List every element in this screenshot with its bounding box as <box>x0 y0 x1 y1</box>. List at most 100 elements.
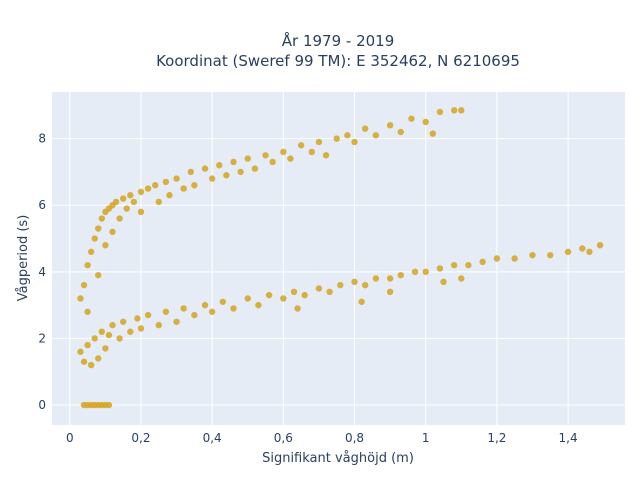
scatter-point <box>109 228 116 236</box>
scatter-point <box>230 158 237 166</box>
scatter-point <box>344 132 351 139</box>
scatter-point <box>119 318 127 325</box>
scatter-point <box>294 305 301 312</box>
y-tick-label: 8 <box>38 132 46 146</box>
scatter-point <box>397 128 404 136</box>
scatter-point <box>155 321 162 329</box>
scatter-point <box>315 285 323 292</box>
scatter-point <box>95 225 102 232</box>
scatter-point <box>134 315 141 322</box>
scatter-point <box>397 271 404 279</box>
scatter-point <box>436 265 444 272</box>
scatter-point <box>130 198 138 206</box>
scatter-point <box>351 138 358 146</box>
scatter-point <box>386 288 394 295</box>
scatter-point <box>351 278 358 286</box>
x-tick-label: 0,6 <box>274 431 293 445</box>
scatter-point <box>98 215 106 222</box>
scatter-point <box>187 168 195 176</box>
scatter-point <box>180 305 187 312</box>
scatter-point <box>372 132 380 139</box>
scatter-point <box>84 308 91 315</box>
scatter-point <box>127 192 134 199</box>
scatter-point <box>337 281 344 289</box>
scatter-point <box>287 155 294 162</box>
scatter-point <box>244 295 251 302</box>
scatter-point <box>440 278 447 286</box>
x-tick-label: 0,8 <box>345 431 364 445</box>
scatter-point <box>315 138 323 146</box>
chart-title-line-2: Koordinat (Sweref 99 TM): E 352462, N 62… <box>156 52 520 70</box>
y-tick-label: 0 <box>38 398 46 412</box>
scatter-point <box>408 115 415 122</box>
scatter-point <box>112 198 120 206</box>
scatter-point <box>91 335 98 342</box>
scatter-point <box>137 208 145 216</box>
scatter-point <box>109 321 116 329</box>
scatter-point <box>458 275 465 282</box>
x-tick-label: 0,4 <box>203 431 222 445</box>
chart-title-line-1: År 1979 - 2019 <box>282 31 395 50</box>
scatter-point <box>450 107 458 114</box>
x-axis-title: Signifikant våghöjd (m) <box>262 451 414 466</box>
scatter-point <box>372 275 380 282</box>
scatter-point <box>219 298 227 305</box>
scatter-point <box>191 311 198 319</box>
scatter-point <box>87 248 95 256</box>
scatter-point <box>162 178 170 186</box>
scatter-point <box>479 258 486 266</box>
scatter-point <box>91 235 98 242</box>
scatter-point <box>216 162 223 169</box>
x-tick-label: 0 <box>66 431 74 445</box>
x-tick-label: 1 <box>422 431 430 445</box>
scatter-point <box>326 288 333 295</box>
scatter-point <box>223 172 230 179</box>
scatter-point <box>458 107 465 114</box>
scatter-point <box>269 158 276 166</box>
scatter-point <box>127 328 134 335</box>
scatter-point <box>102 241 109 249</box>
scatter-point <box>116 215 123 222</box>
scatter-point <box>422 268 429 276</box>
x-tick-label: 0,2 <box>131 431 150 445</box>
scatter-point <box>262 152 269 159</box>
scatter-point <box>144 311 152 319</box>
scatter-point <box>465 261 472 269</box>
scatter-point <box>155 198 162 206</box>
scatter-point <box>173 175 180 182</box>
plot-area <box>52 92 625 425</box>
scatter-point <box>280 148 287 156</box>
scatter-point <box>511 255 518 262</box>
scatter-point <box>436 108 444 116</box>
scatter-point <box>255 301 262 309</box>
scatter-point <box>322 152 330 159</box>
scatter-point <box>180 185 187 192</box>
scatter-points <box>77 107 604 409</box>
scatter-point <box>308 148 316 156</box>
scatter-point <box>586 248 593 256</box>
scatter-point <box>201 301 209 309</box>
scatter-point <box>80 358 88 365</box>
scatter-point <box>579 245 586 252</box>
scatter-point <box>529 251 536 259</box>
scatter-point <box>102 345 109 352</box>
scatter-point <box>280 295 287 302</box>
scatter-point <box>411 268 419 276</box>
scatter-point <box>95 355 102 362</box>
scatter-point <box>208 308 216 315</box>
y-tick-label: 4 <box>38 265 46 279</box>
scatter-point <box>123 205 130 212</box>
scatter-point <box>77 348 84 355</box>
scatter-point <box>116 335 123 342</box>
x-tick-label: 1,4 <box>559 431 578 445</box>
scatter-point <box>208 175 216 182</box>
scatter-point <box>386 122 394 129</box>
scatter-point <box>230 305 237 312</box>
scatter-point <box>137 188 145 196</box>
scatter-point <box>297 142 305 149</box>
scatter-point <box>119 195 127 202</box>
scatter-point <box>237 168 244 176</box>
scatter-point <box>77 295 84 302</box>
scatter-point <box>450 261 458 269</box>
scatter-point <box>564 248 572 256</box>
